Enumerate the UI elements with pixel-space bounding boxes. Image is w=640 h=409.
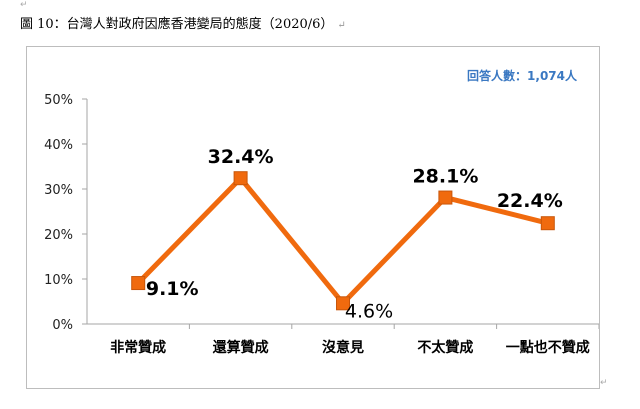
y-tick-label: 0% — [52, 318, 73, 333]
caption-text: 圖 10：台灣人對政府因應香港變局的態度（2020/6） — [20, 17, 334, 32]
data-point-marker — [233, 171, 248, 186]
y-tick-label: 50% — [44, 93, 73, 108]
data-label: 28.1% — [412, 166, 478, 188]
x-tick-label: 還算贊成 — [213, 339, 269, 356]
x-tick-label: 一點也不贊成 — [506, 339, 590, 356]
y-tick-label: 40% — [44, 138, 73, 153]
series-layer — [131, 171, 555, 311]
label-layer: 9.1% 32.4% 4.6% 28.1% 22.4% — [146, 146, 563, 322]
data-point-marker — [540, 216, 555, 231]
respondents-count: 回答人數：1,074人 — [467, 69, 577, 83]
paragraph-mark-icon: ↵ — [600, 378, 608, 388]
paragraph-mark-icon: ↵ — [20, 0, 28, 10]
y-tick-label: 10% — [44, 273, 73, 288]
figure-caption: 圖 10：台灣人對政府因應香港變局的態度（2020/6） ↵ — [20, 13, 346, 32]
data-label: 32.4% — [208, 146, 274, 168]
paragraph-mark-icon: ↵ — [337, 20, 346, 31]
data-point-marker — [438, 190, 453, 205]
chart-area: 回答人數：1,074人 0% 10% 20% 30% 40% 50% 非常贊成 還算贊成 沒意見… — [26, 46, 600, 389]
x-tick-label: 沒意見 — [322, 339, 364, 356]
data-point-marker — [131, 276, 146, 291]
series-line — [136, 174, 549, 308]
y-tick-label: 20% — [44, 228, 73, 243]
data-label: 22.4% — [497, 190, 563, 212]
x-tick-label: 非常贊成 — [110, 339, 166, 356]
y-tick-label: 30% — [44, 183, 73, 198]
axis-layer: 0% 10% 20% 30% 40% 50% 非常贊成 還算贊成 沒意見 不太贊成 一點也不贊成 — [44, 93, 599, 356]
line-chart: 0% 10% 20% 30% 40% 50% 非常贊成 還算贊成 沒意見 不太贊成 一點也不贊成 9… — [44, 93, 599, 356]
data-label: 9.1% — [146, 278, 199, 300]
data-point-marker — [336, 296, 350, 311]
x-tick-label: 不太贊成 — [417, 339, 473, 356]
data-label: 4.6% — [345, 300, 393, 322]
